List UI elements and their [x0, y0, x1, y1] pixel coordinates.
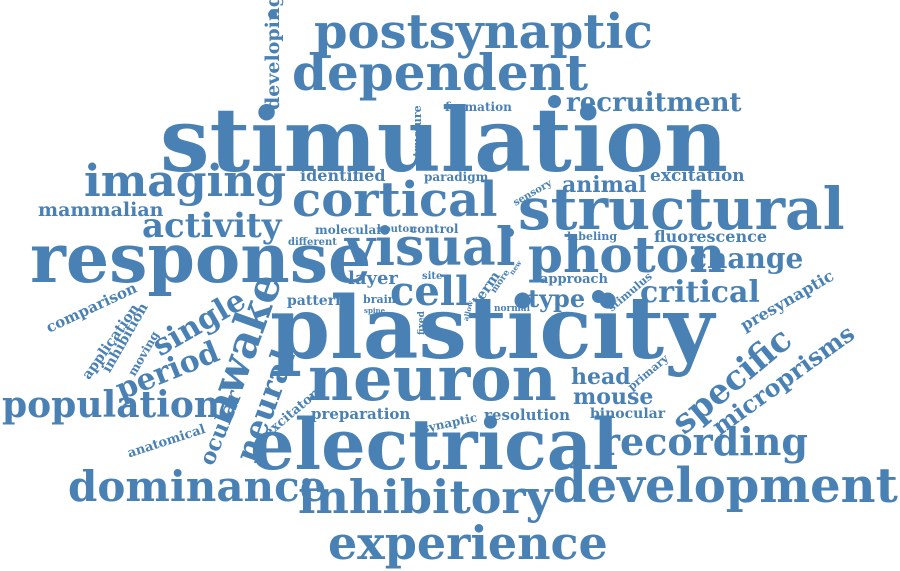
word-formation: formation [445, 100, 512, 114]
dot-mark [505, 228, 514, 237]
word-resolution: resolution [484, 406, 571, 424]
word-paradigm: paradigm [424, 170, 489, 184]
word-visual: visual [345, 217, 516, 278]
word-animal: animal [562, 172, 647, 198]
word-type: type [528, 284, 586, 313]
word-plasticity: plasticity [270, 278, 715, 379]
word-normal: normal [494, 304, 531, 314]
word-photon: photon [528, 225, 726, 284]
word-recruitment: recruitment [566, 88, 742, 118]
word-mammalian: mammalian [38, 199, 164, 221]
word-inhibitory: inhibitory [298, 470, 553, 524]
word-mouse: mouse [573, 384, 654, 410]
word-cortical: cortical [292, 172, 498, 228]
word-binocular: binocular [590, 406, 666, 422]
word-experience: experience [328, 516, 608, 570]
word-layer: layer [348, 268, 398, 289]
word-response: response [30, 219, 372, 299]
word-structural: structural [518, 175, 845, 243]
word-dominance: dominance [68, 462, 327, 511]
word-postsynaptic: postsynaptic [314, 4, 653, 60]
word-labeling: labeling [567, 230, 618, 243]
word-brain: brain [363, 293, 396, 306]
word-dependent: dependent [292, 43, 589, 102]
word-imaging: imaging [84, 156, 287, 207]
word-stimulation: stimulation [160, 88, 728, 192]
dot-mark [268, 10, 277, 19]
word-approach: approach [540, 272, 608, 287]
word-spine: spine [364, 306, 386, 315]
word-development: development [553, 458, 898, 514]
word-cell: cell [390, 268, 471, 315]
word-excitation: excitation [650, 166, 745, 186]
word-preparation: preparation [311, 405, 411, 423]
word-activity: activity [142, 206, 282, 246]
word-fluorescence: fluorescence [654, 227, 768, 246]
word-site: site [422, 271, 443, 282]
word-change: change [690, 242, 804, 275]
word-control: control [410, 222, 459, 236]
dot-mark [592, 290, 605, 303]
word-electrical: electrical [250, 403, 619, 486]
word-neuron: neuron [308, 342, 557, 415]
word-head: head [571, 364, 631, 390]
word-recording: recording [600, 419, 808, 464]
word-critical: critical [640, 275, 760, 310]
word-different: different [288, 237, 337, 248]
word-molecular: molecular [315, 223, 383, 237]
word-pattern: pattern [287, 293, 346, 309]
word-population: population [2, 384, 221, 426]
word-identified: identified [300, 166, 386, 185]
dot-mark [548, 95, 561, 108]
word-bouton: bouton [377, 224, 417, 235]
